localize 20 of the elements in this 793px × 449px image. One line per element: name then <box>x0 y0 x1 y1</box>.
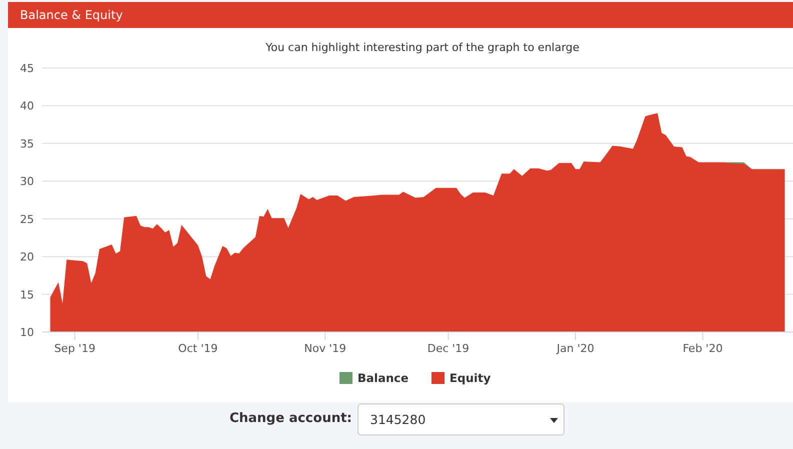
x-tick-label: Dec '19 <box>427 342 470 355</box>
legend-label: Balance <box>358 371 409 385</box>
x-tick-label: Feb '20 <box>682 342 723 355</box>
y-tick-label: 25 <box>20 212 34 226</box>
y-tick-label: 35 <box>20 137 34 150</box>
chart-title: Balance & Equity <box>20 8 123 22</box>
text: Change account: <box>229 411 352 426</box>
x-tick-label: Sep '19 <box>54 342 96 355</box>
y-tick-label: 30 <box>20 175 34 188</box>
x-tick-label: Oct '19 <box>178 342 218 355</box>
y-tick-label: 40 <box>20 100 34 113</box>
x-tick-label: Nov '19 <box>304 342 346 355</box>
y-tick-label: 45 <box>20 62 34 75</box>
chart-subtitle: You can highlight interesting part of the graph to enlarge <box>264 41 580 54</box>
legend-label: Equity <box>450 371 492 385</box>
y-tick-label: 10 <box>20 326 34 339</box>
y-tick-label: 20 <box>20 250 34 264</box>
y-tick-label: 15 <box>20 288 34 302</box>
x-tick-label: Jan '20 <box>556 342 594 355</box>
text: 3145280 <box>370 412 426 427</box>
